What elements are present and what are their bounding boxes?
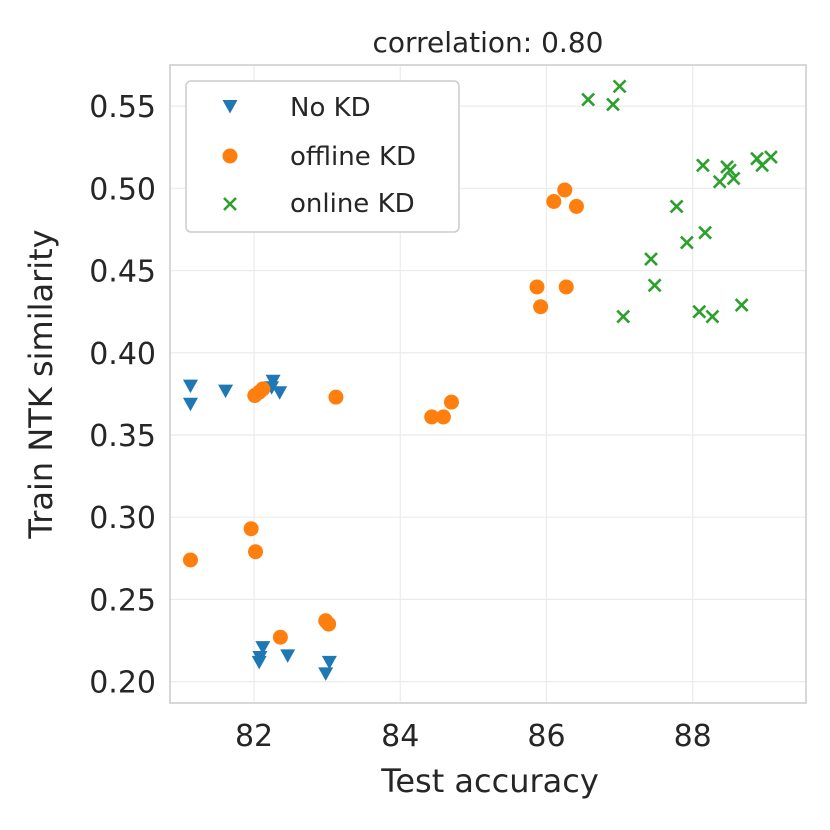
grid-lines [170,65,806,703]
point-no-kd [182,397,198,412]
x-tick-label: 84 [381,719,419,754]
point-offline-kd [558,279,574,295]
point-offline-kd [546,193,562,209]
point-offline-kd [243,521,259,537]
y-tick-label: 0.50 [89,172,156,207]
y-axis-label: Train NTK similarity [22,229,60,539]
point-online-kd [705,309,720,324]
y-tick-label: 0.20 [89,666,156,701]
point-online-kd [612,79,627,94]
point-online-kd [734,298,749,312]
point-no-kd [218,384,234,399]
point-online-kd [669,199,684,214]
point-online-kd [581,92,596,107]
y-tick-label: 0.25 [89,583,156,618]
point-offline-kd [533,299,549,315]
point-offline-kd [182,552,198,568]
chart-title: correlation: 0.80 [373,26,604,59]
point-offline-kd [443,394,459,410]
point-no-kd [255,641,271,655]
x-tick-label: 88 [674,719,712,754]
point-no-kd [251,655,267,670]
point-no-kd [318,667,334,681]
y-tick-label: 0.55 [89,90,156,125]
point-online-kd [696,158,710,173]
legend-label-online-kd: online KD [290,189,415,219]
point-online-kd [692,304,707,319]
point-online-kd [726,171,741,186]
y-tick-label: 0.45 [89,255,156,290]
point-no-kd [272,386,288,400]
point-online-kd [763,150,778,165]
point-online-kd [606,97,620,112]
point-online-kd [698,225,713,240]
x-tick-label: 82 [235,719,273,754]
legend: No KD offline KD online KD [185,80,460,233]
y-tick-label: 0.30 [89,501,156,536]
point-offline-kd [568,198,584,214]
legend-marker-offline-kd [222,148,238,164]
legend-markers [222,100,238,211]
y-tick-label: 0.40 [89,337,156,372]
legend-label-no-kd: No KD [290,93,371,123]
legend-marker-no-kd [222,100,238,114]
point-online-kd [644,252,658,266]
point-offline-kd [321,616,337,632]
y-tick-label: 0.35 [89,419,156,454]
point-no-kd [280,649,296,663]
point-online-kd [616,309,631,324]
point-offline-kd [435,409,451,425]
legend-box [185,80,460,233]
point-offline-kd [255,381,271,397]
data-points [182,79,778,681]
point-online-kd [723,163,737,178]
point-online-kd [647,278,662,293]
point-offline-kd [529,279,545,295]
point-online-kd [679,235,694,250]
point-offline-kd [424,409,440,425]
point-no-kd [182,379,198,394]
point-offline-kd [557,182,573,198]
point-online-kd [712,174,727,189]
tick-labels: 82 84 86 88 0.20 0.25 0.30 0.35 0.40 0.45 0.50 0.55 [89,90,712,754]
x-tick-label: 86 [527,719,565,754]
point-no-kd [321,655,337,670]
point-offline-kd [248,544,264,560]
plot-frame [169,64,807,704]
legend-label-offline-kd: offline KD [290,142,416,172]
x-axis-label: Test accuracy [380,762,599,800]
legend-marker-online-kd [223,197,237,211]
point-offline-kd [328,389,344,405]
point-offline-kd [272,629,288,645]
